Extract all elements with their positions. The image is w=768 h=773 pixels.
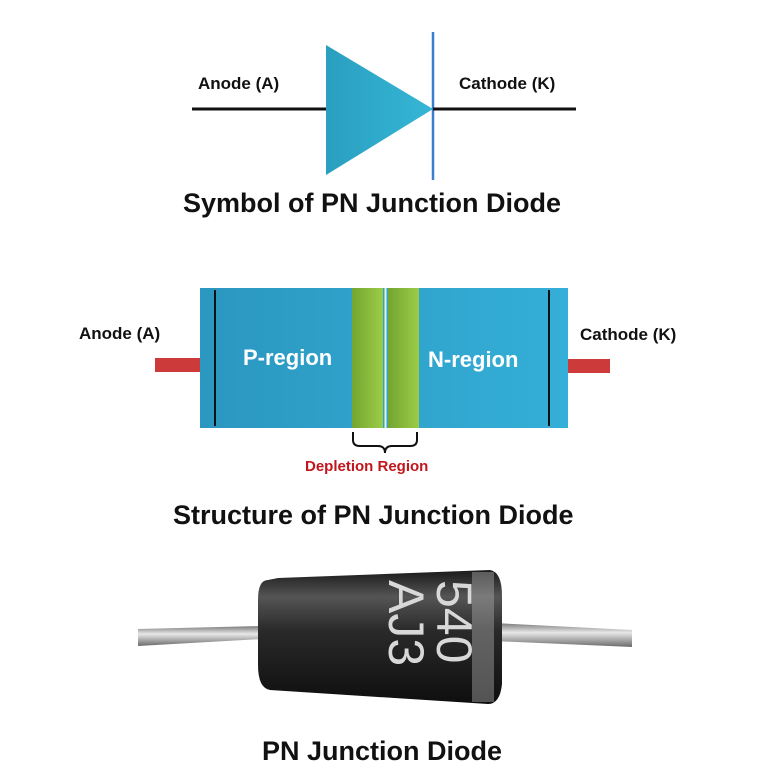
structure-anode-label: Anode (A) — [79, 324, 161, 343]
structure-caption: Structure of PN Junction Diode — [173, 500, 574, 530]
left-lead — [138, 626, 262, 646]
depletion-left — [352, 288, 383, 428]
marking-line-1: 540 — [426, 580, 482, 664]
n-region-label: N-region — [428, 347, 519, 372]
cathode-band — [472, 572, 494, 702]
cathode-lead — [566, 359, 610, 373]
diode-triangle — [326, 45, 433, 175]
symbol-anode-label: Anode (A) — [198, 74, 280, 93]
structure-cathode-label: Cathode (K) — [580, 325, 677, 344]
symbol-caption: Symbol of PN Junction Diode — [183, 188, 562, 218]
marking-line-2: AJ3 — [378, 580, 434, 667]
diode-marking: 540 AJ3 — [378, 580, 482, 667]
depletion-region-label: Depletion Region — [305, 458, 429, 475]
right-lead — [493, 623, 632, 647]
depletion-right — [388, 288, 419, 428]
symbol-cathode-label: Cathode (K) — [459, 74, 556, 93]
diode-body — [200, 288, 568, 428]
diode-structure — [155, 288, 610, 454]
diode-symbol — [192, 32, 576, 180]
depletion-brace — [352, 432, 418, 454]
diode-photo — [138, 570, 632, 704]
p-region-label: P-region — [243, 345, 333, 370]
photo-caption: PN Junction Diode — [262, 736, 503, 766]
anode-lead — [155, 358, 201, 372]
diode-cylinder — [258, 570, 502, 704]
